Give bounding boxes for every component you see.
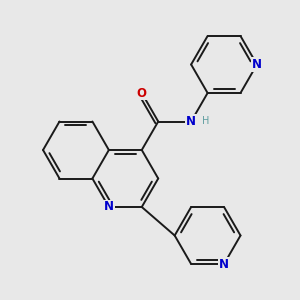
- Text: N: N: [252, 58, 262, 71]
- Text: N: N: [219, 257, 229, 271]
- Text: N: N: [186, 115, 196, 128]
- Text: N: N: [104, 200, 114, 214]
- Text: H: H: [202, 116, 209, 126]
- Text: O: O: [137, 86, 147, 100]
